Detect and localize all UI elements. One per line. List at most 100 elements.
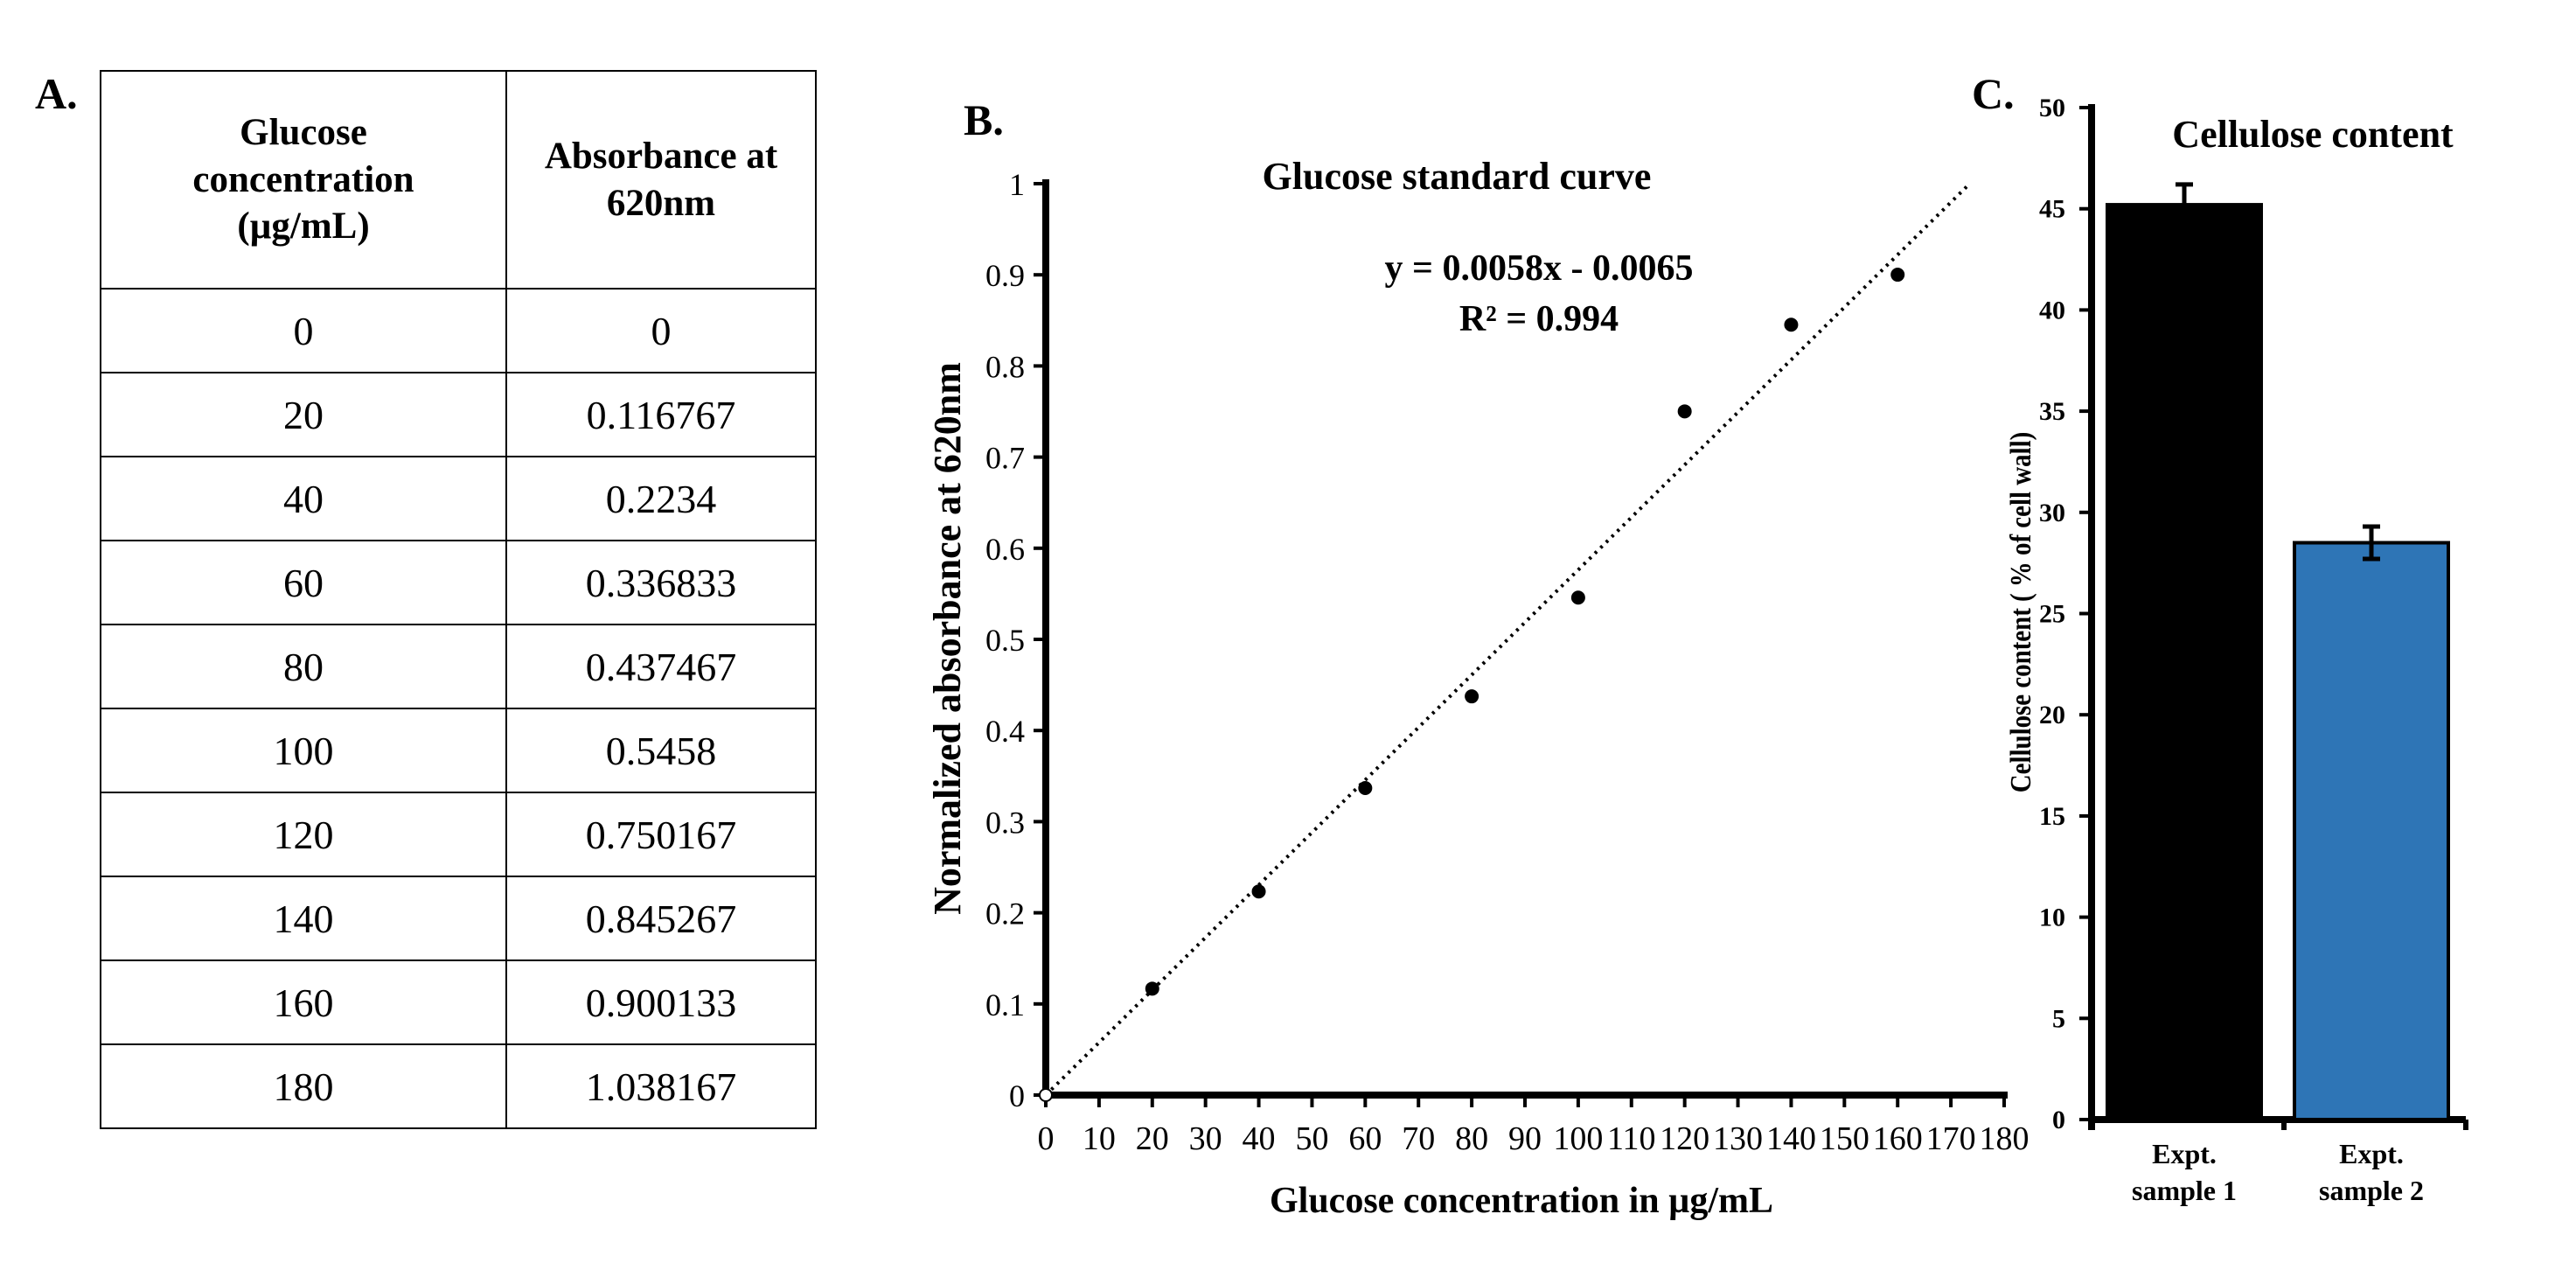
cell-concentration: 20 (100, 372, 507, 457)
y-tick-label: 0.8 (985, 349, 1025, 384)
cell-absorbance: 0.845267 (505, 876, 817, 961)
y-tick-label: 0.2 (985, 897, 1025, 932)
x-tick-label: 80 (1455, 1120, 1488, 1157)
table-header-row: Glucose concentration (µg/mL) Absorbance… (100, 70, 817, 290)
x-axis-label: Glucose concentration in µg/mL (1270, 1181, 1773, 1221)
cell-concentration: 60 (100, 540, 507, 625)
data-point (1358, 781, 1373, 796)
x-tick-label: 120 (1660, 1120, 1709, 1157)
cell-concentration: 40 (100, 456, 507, 541)
data-point (1251, 884, 1266, 899)
x-tick-label: 60 (1348, 1120, 1382, 1157)
cell-concentration: 160 (100, 959, 507, 1045)
y-tick-label: 0.7 (985, 441, 1025, 476)
r-squared: R² = 0.994 (1459, 299, 1619, 339)
y-tick-label: 1 (1009, 167, 1025, 202)
cell-absorbance: 1.038167 (505, 1043, 817, 1129)
x-tick-label: 20 (1136, 1120, 1169, 1157)
cell-absorbance: 0.437467 (505, 624, 817, 709)
category-label: sample 2 (2319, 1175, 2424, 1206)
table-row: 40 0.2234 (100, 456, 817, 541)
bar-y-tick-label: 45 (2039, 195, 2065, 224)
table-row: 180 1.038167 (100, 1043, 817, 1129)
table-row: 60 0.336833 (100, 540, 817, 625)
x-tick-label: 140 (1766, 1120, 1816, 1157)
table-row: 160 0.900133 (100, 959, 817, 1045)
panel-label-b: B. (964, 95, 1004, 144)
trendline-equation: y = 0.0058x - 0.0065 (1385, 248, 1694, 289)
cell-concentration: 100 (100, 708, 507, 793)
x-tick-label: 0 (1038, 1120, 1055, 1157)
table-row: 120 0.750167 (100, 792, 817, 877)
chart-title: Glucose standard curve (1263, 155, 1652, 198)
table-row: 20 0.116767 (100, 372, 817, 457)
cell-absorbance: 0 (505, 288, 817, 373)
data-point (1570, 590, 1585, 605)
table-row: 140 0.845267 (100, 876, 817, 961)
bar-1 (2106, 203, 2263, 1121)
cell-concentration: 140 (100, 876, 507, 961)
table-row: 80 0.437467 (100, 624, 817, 709)
y-tick-label: 0.6 (985, 532, 1025, 567)
y-tick-label: 0.3 (985, 805, 1025, 840)
cell-absorbance: 0.750167 (505, 792, 817, 877)
bar-y-tick-label: 40 (2039, 296, 2065, 324)
bar-y-tick-label: 35 (2039, 397, 2065, 426)
bar-y-tick-label: 0 (2052, 1106, 2065, 1134)
x-tick-label: 70 (1402, 1120, 1435, 1157)
category-label: Expt. (2339, 1138, 2404, 1169)
x-tick-label: 90 (1508, 1120, 1542, 1157)
data-point (1465, 689, 1479, 704)
panel-label-a: A. (35, 69, 78, 118)
x-tick-label: 100 (1553, 1120, 1603, 1157)
data-point (1145, 981, 1159, 996)
bar-y-tick-label: 25 (2039, 600, 2065, 629)
y-tick-label: 0.5 (985, 623, 1025, 658)
cell-absorbance: 0.900133 (505, 959, 817, 1045)
bar-2 (2293, 541, 2450, 1121)
x-tick-label: 170 (1926, 1120, 1976, 1157)
y-axis-label: Normalized absorbance at 620nm (926, 362, 969, 915)
bar-y-tick-label: 20 (2039, 701, 2065, 729)
y-tick-label: 0.9 (985, 258, 1025, 293)
cell-absorbance: 0.5458 (505, 708, 817, 793)
y-tick-label: 0 (1009, 1078, 1025, 1113)
data-point (1039, 1088, 1053, 1102)
data-point (1784, 317, 1799, 332)
y-tick-label: 0.1 (985, 987, 1025, 1022)
bar-y-tick-label: 15 (2039, 802, 2065, 831)
table-row: 100 0.5458 (100, 708, 817, 793)
cell-concentration: 180 (100, 1043, 507, 1129)
cell-concentration: 0 (100, 288, 507, 373)
cell-absorbance: 0.116767 (505, 372, 817, 457)
cell-concentration: 120 (100, 792, 507, 877)
data-point (1890, 268, 1905, 283)
cell-absorbance: 0.336833 (505, 540, 817, 625)
x-tick-label: 150 (1820, 1120, 1869, 1157)
x-tick-label: 160 (1873, 1120, 1923, 1157)
data-point (1677, 404, 1692, 419)
bar-y-tick-label: 5 (2052, 1004, 2065, 1033)
y-tick-label: 0.4 (985, 714, 1025, 749)
x-tick-label: 110 (1607, 1120, 1656, 1157)
x-tick-label: 180 (1980, 1120, 2029, 1157)
header-glucose-concentration: Glucose concentration (µg/mL) (100, 70, 507, 290)
bar-y-tick-label: 30 (2039, 499, 2065, 527)
x-tick-label: 40 (1243, 1120, 1276, 1157)
cell-absorbance: 0.2234 (505, 456, 817, 541)
glucose-absorbance-table: Glucose concentration (µg/mL) Absorbance… (100, 70, 817, 1129)
bar-y-axis-label: Cellulose content ( % of cell wall) (2004, 432, 2037, 792)
x-tick-label: 50 (1295, 1120, 1328, 1157)
panel-label-c: C. (1972, 69, 2015, 118)
bar-y-tick-label: 10 (2039, 904, 2065, 932)
category-label: Expt. (2152, 1138, 2217, 1169)
bar-y-tick-label: 50 (2039, 94, 2065, 122)
category-label: sample 1 (2132, 1175, 2237, 1206)
cell-concentration: 80 (100, 624, 507, 709)
bar-chart-title: Cellulose content (2172, 113, 2454, 156)
x-tick-label: 130 (1713, 1120, 1763, 1157)
header-absorbance: Absorbance at 620nm (505, 70, 817, 290)
x-tick-label: 10 (1083, 1120, 1116, 1157)
